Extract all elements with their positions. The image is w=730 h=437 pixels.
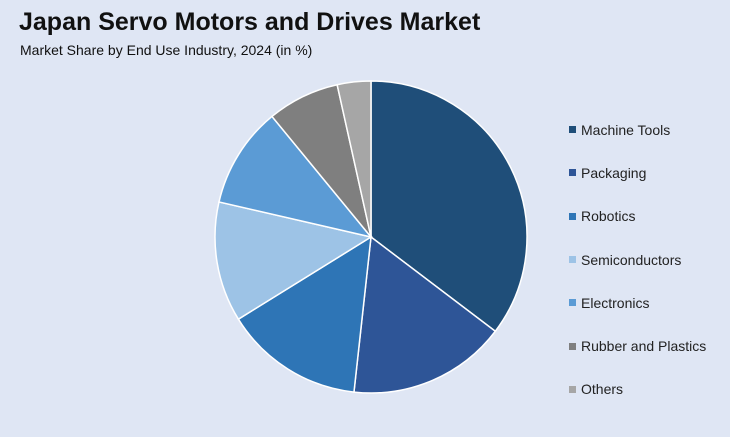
legend-item: Others bbox=[569, 368, 706, 411]
legend-label: Rubber and Plastics bbox=[581, 338, 707, 355]
legend-item: Rubber and Plastics bbox=[569, 324, 706, 367]
legend-swatch bbox=[569, 126, 576, 134]
legend-item: Packaging bbox=[569, 151, 706, 194]
pie-slice-machine-tools bbox=[370, 80, 528, 333]
legend-label: Others bbox=[581, 381, 624, 398]
legend-item: Electronics bbox=[569, 281, 706, 324]
legend-swatch bbox=[569, 299, 576, 307]
legend-swatch bbox=[569, 169, 576, 177]
legend-label: Robotics bbox=[581, 208, 636, 225]
legend-label: Electronics bbox=[581, 294, 650, 311]
legend-swatch bbox=[569, 385, 576, 393]
chart-title: Japan Servo Motors and Drives Market bbox=[19, 8, 481, 36]
legend-swatch bbox=[569, 342, 576, 350]
legend-label: Packaging bbox=[581, 164, 647, 181]
pie-slice-electronics bbox=[218, 115, 373, 239]
pie-slice-others bbox=[336, 80, 372, 238]
pie-slice-packaging bbox=[353, 235, 497, 394]
pie-slice-robotics bbox=[237, 235, 372, 393]
legend-label: Machine Tools bbox=[581, 121, 671, 138]
pie-slice-semiconductors bbox=[214, 201, 373, 321]
legend-item: Machine Tools bbox=[569, 108, 706, 151]
legend-item: Semiconductors bbox=[569, 238, 706, 281]
chart-subtitle: Market Share by End Use Industry, 2024 (… bbox=[20, 42, 313, 58]
legend-label: Semiconductors bbox=[581, 251, 682, 268]
legend-swatch bbox=[569, 212, 576, 220]
legend-item: Robotics bbox=[569, 195, 706, 238]
chart-legend: Machine Tools Packaging Robotics Semiconduc… bbox=[569, 108, 706, 411]
legend-swatch bbox=[569, 256, 576, 264]
